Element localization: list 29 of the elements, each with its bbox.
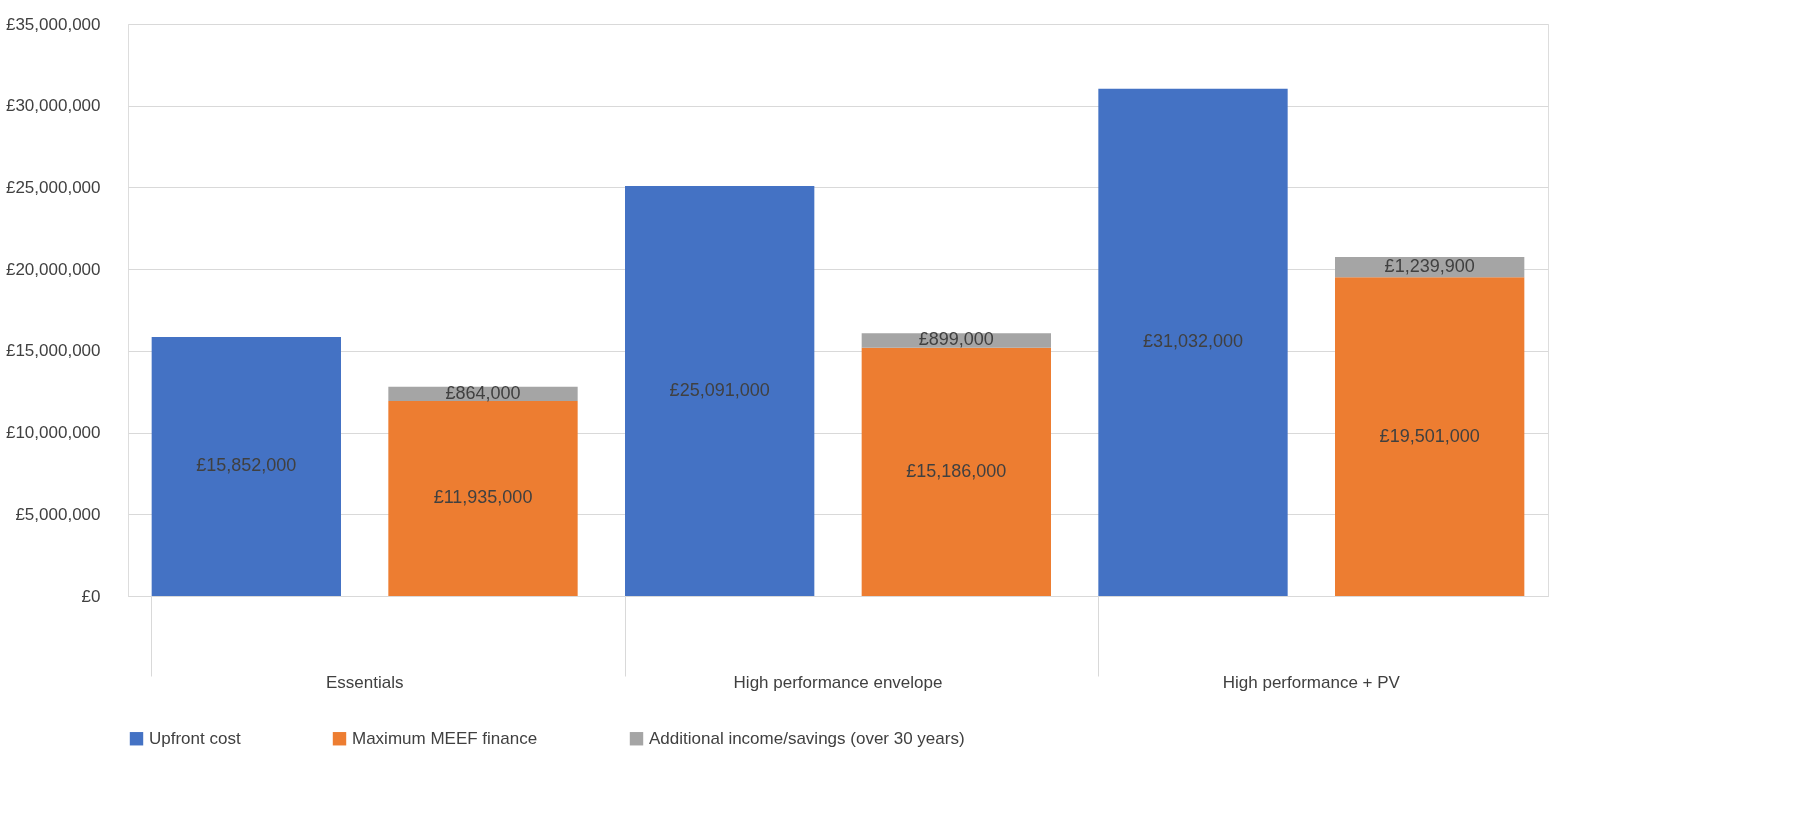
text: £899,000 xyxy=(918,329,994,350)
y-tick-label: £5,000,000 xyxy=(15,504,101,524)
y-tick-label: £25,000,000 xyxy=(5,177,101,197)
x-tick-label: Essentials xyxy=(325,672,404,692)
text: £15,186,000 xyxy=(906,460,1007,481)
legend-label: Maximum MEEF finance xyxy=(352,728,538,748)
x-tick-label: High performance + PV xyxy=(1222,672,1401,692)
text: £1,239,900 xyxy=(1384,256,1475,277)
bar xyxy=(1098,88,1288,596)
text: £31,032,000 xyxy=(1142,331,1244,352)
y-tick-label: £0 xyxy=(81,586,101,606)
text: £15,852,000 xyxy=(196,455,297,476)
bar xyxy=(151,336,341,596)
bar xyxy=(388,400,578,596)
text: £11,935,000 xyxy=(433,487,533,508)
y-tick-label: £35,000,000 xyxy=(5,14,101,34)
legend-label: Upfront cost xyxy=(149,728,241,748)
bar xyxy=(625,185,815,596)
bar xyxy=(1335,277,1525,596)
text: £864,000 xyxy=(445,382,521,403)
bar xyxy=(861,347,1051,596)
text: £25,091,000 xyxy=(669,379,770,400)
x-tick-label: High performance envelope xyxy=(733,672,943,692)
y-tick-label: £20,000,000 xyxy=(5,259,101,279)
y-tick-label: £15,000,000 xyxy=(5,341,101,361)
text: £19,501,000 xyxy=(1379,425,1480,446)
y-tick-label: £10,000,000 xyxy=(5,423,101,443)
legend-label: Additional income/savings (over 30 years) xyxy=(649,728,965,748)
y-tick-label: £30,000,000 xyxy=(5,96,101,116)
